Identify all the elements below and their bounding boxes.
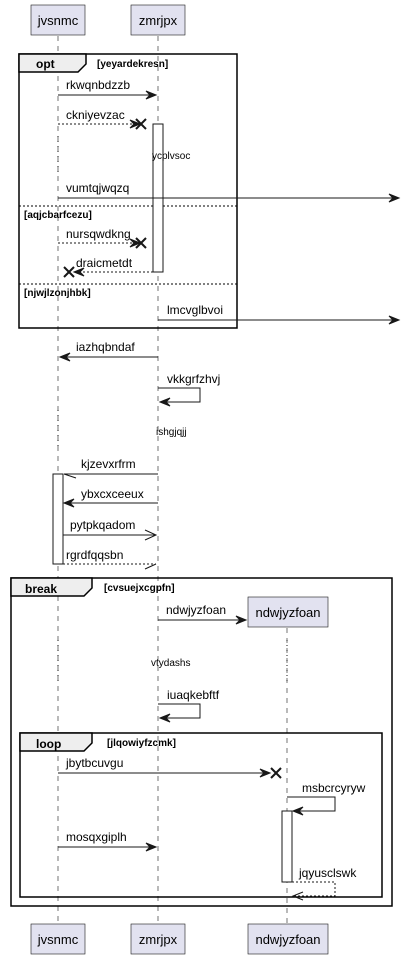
message-label: pytpkqadom [70, 518, 135, 532]
message-pytpkqadom: pytpkqadom [63, 518, 158, 541]
message-label: nursqwdkng [66, 227, 131, 241]
message-label: vumtqjwqzq [66, 181, 129, 195]
message-vumtqjwqzq: vumtqjwqzq [58, 181, 401, 203]
participant-ndwjyzfoan-created[interactable]: ndwjyzfoan [247, 596, 329, 628]
frame-break-keyword: break [25, 582, 57, 596]
message-label: ckniyevzac [66, 108, 125, 122]
frame-opt-keyword: opt [36, 57, 55, 71]
message-rkwqnbdzzb: rkwqnbdzzb [58, 78, 158, 100]
message-rgrdfqqsbn: rgrdfqqsbn [63, 548, 157, 570]
participant-ndwjyzfoan-bottom[interactable]: ndwjyzfoan [247, 923, 329, 955]
message-ybxcxceeux: ybxcxceeux [62, 487, 158, 508]
message-iuaqkebftf: iuaqkebftf [158, 688, 220, 723]
activation-jvsnmc [52, 473, 64, 565]
delay-label: vtydashs [151, 658, 190, 669]
message-kjzevxrfrm: kjzevxrfrm [63, 457, 158, 479]
participant-label: jvsnmc [37, 932, 79, 947]
frame-opt-else-guard: [njwjlzonjhbk] [24, 288, 91, 299]
message-msbcrcyryw: msbcrcyryw [287, 781, 366, 816]
frame-loop: loop [jlqowiyfzcmk] [19, 732, 383, 898]
activation-ndwjyzfoan [281, 810, 293, 883]
frame-opt-guard: [yeyardekresn] [97, 59, 168, 70]
frame-break-guard: [cvsuejxcgpfn] [104, 583, 175, 594]
message-label: rgrdfqqsbn [66, 548, 123, 562]
message-label: ndwjyzfoan [166, 603, 226, 617]
message-mosqxgiplh: mosqxgiplh [58, 830, 158, 852]
participant-label: jvsnmc [37, 13, 79, 28]
message-ckniyevzac: ckniyevzac [58, 108, 147, 130]
frame-loop-guard: [jlqowiyfzcmk] [107, 738, 176, 749]
frame-break: break [cvsuejxcgpfn] [10, 577, 393, 907]
message-label: rkwqnbdzzb [66, 78, 130, 92]
delay-vtydashs: vtydashs [57, 640, 288, 684]
delay-ycplvsoc: ycplvsoc [57, 136, 190, 174]
message-label: iazhqbndaf [76, 340, 135, 354]
message-label: ybxcxceeux [81, 487, 144, 501]
participant-label: ndwjyzfoan [255, 605, 320, 620]
frame-opt-else-guard: [aqjcbarfcezu] [24, 210, 92, 221]
message-label: iuaqkebftf [167, 688, 220, 702]
message-jbytbcuvgu: jbytbcuvgu [58, 756, 282, 779]
message-draicmetdt: draicmetdt [63, 256, 153, 278]
message-create-ndwjyzfoan: ndwjyzfoan [158, 603, 248, 625]
delay-label: ishgjqjj [156, 427, 187, 438]
participant-zmrjpx-bottom[interactable]: zmrjpx [130, 923, 186, 955]
message-label: vkkgrfzhvj [167, 372, 220, 386]
message-nursqwdkng: nursqwdkng [58, 227, 147, 249]
delay-label: ycplvsoc [152, 151, 190, 162]
message-label: kjzevxrfrm [81, 457, 136, 471]
message-label: msbcrcyryw [302, 781, 366, 795]
message-vkkgrfzhvj: vkkgrfzhvj [158, 372, 220, 407]
frame-opt: opt [yeyardekresn] [aqjcbarfcezu] [njwjl… [18, 53, 238, 329]
participant-label: ndwjyzfoan [255, 932, 320, 947]
message-label: mosqxgiplh [66, 830, 127, 844]
participant-label: zmrjpx [139, 932, 178, 947]
message-label: jqyusclswk [298, 866, 357, 880]
participant-label: zmrjpx [139, 13, 178, 28]
message-label: jbytbcuvgu [65, 756, 123, 770]
participant-jvsnmc-top[interactable]: jvsnmc [30, 4, 86, 36]
frame-loop-keyword: loop [36, 737, 61, 751]
message-label: lmcvglbvoi [167, 303, 223, 317]
message-label: draicmetdt [76, 256, 133, 270]
participant-zmrjpx-top[interactable]: zmrjpx [130, 4, 186, 36]
message-iazhqbndaf: iazhqbndaf [58, 340, 158, 362]
delay-ishgjqjj: ishgjqjj [57, 410, 187, 450]
message-jqyusclswk: jqyusclswk [291, 866, 357, 901]
message-lmcvglbvoi: lmcvglbvoi [158, 303, 401, 325]
participant-jvsnmc-bottom[interactable]: jvsnmc [30, 923, 86, 955]
